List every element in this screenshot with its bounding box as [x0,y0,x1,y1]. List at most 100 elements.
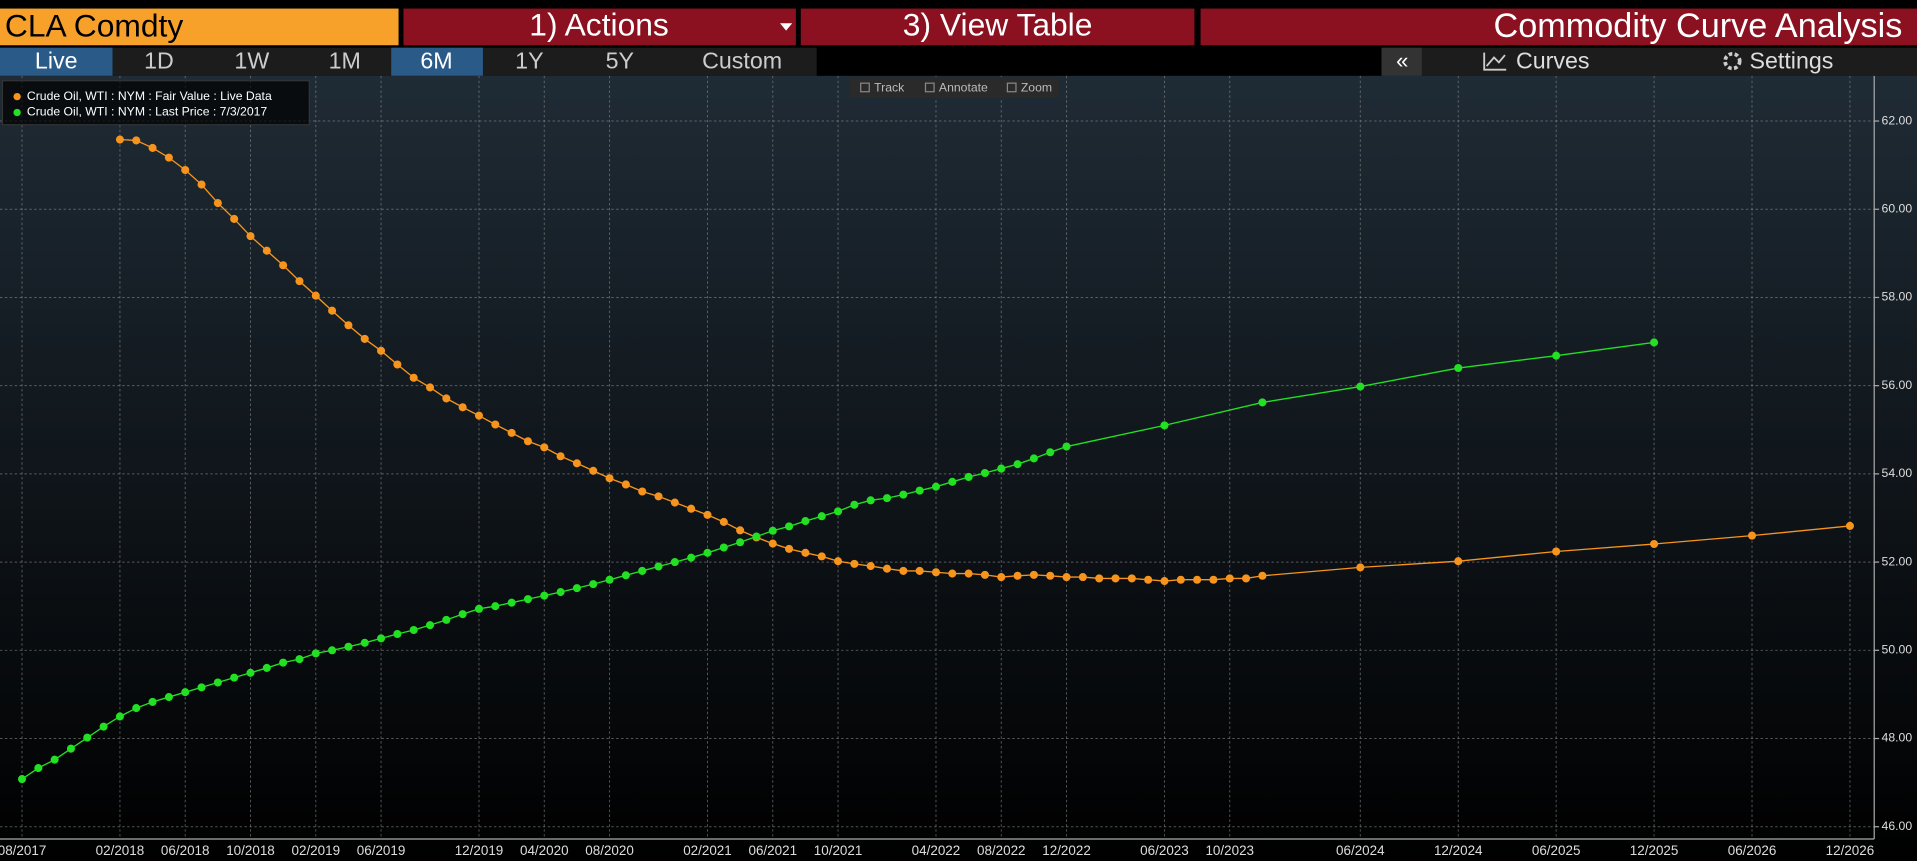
data-point [964,569,973,578]
data-point [1209,575,1218,584]
security[interactable]: CLA Comdty [5,8,183,44]
x-tick-label: 06/2019 [357,843,406,858]
grid [0,75,1875,839]
x-tick-label: 02/2021 [683,843,732,858]
period-button[interactable]: 1M [329,48,361,74]
view-table-label[interactable]: 3) View Table [903,6,1093,42]
data-point [1013,460,1022,469]
curves-icon[interactable] [1483,52,1507,71]
data-point [1258,398,1267,407]
data-point [458,403,467,412]
data-point [605,575,614,584]
collapse-button[interactable] [1381,47,1422,76]
data-point [687,504,696,513]
data-point [687,553,696,562]
data-point [148,143,157,152]
chart-tools: Track Annotate Zoom [860,80,1052,94]
data-point [1552,351,1561,360]
data-point [948,477,957,486]
tool-icon[interactable] [860,82,870,93]
actions-label[interactable]: 1) Actions [529,6,669,42]
tool-icon[interactable] [1006,82,1017,93]
data-point [311,291,320,300]
data-point [572,459,581,468]
data-point [1650,338,1659,347]
actions-button[interactable] [403,8,796,46]
x-tick-label: 06/2021 [748,843,797,858]
tool-icon[interactable] [924,82,935,93]
x-tick-label: 10/2023 [1205,843,1254,858]
y-tick-label: 62.00 [1882,113,1913,127]
x-tick-label: 06/2018 [161,843,210,858]
chart-tool[interactable]: Zoom [1021,80,1052,94]
data-point [148,697,157,706]
data-point [344,642,353,651]
period-button[interactable]: 5Y [606,48,634,74]
period-button[interactable]: Custom [702,48,782,74]
settings-icon[interactable] [1723,51,1742,71]
period-button[interactable]: Live [35,48,78,74]
period-selected[interactable] [391,47,483,76]
data-point [621,571,630,580]
data-point [540,443,549,452]
y-tick-label: 48.00 [1882,731,1913,745]
period-selected[interactable] [0,47,113,76]
data-point [785,544,794,553]
data-point [736,538,745,547]
period-button[interactable]: 6M [420,48,452,74]
data-point [899,566,908,575]
data-point [768,526,777,535]
data-point [328,646,337,655]
dropdown-arrow[interactable] [780,23,793,31]
y-tick-label: 46.00 [1882,819,1913,833]
x-tick-label: 10/2018 [226,843,275,858]
data-point [1356,563,1365,572]
data-point [409,373,418,382]
data-point [230,673,239,682]
period-button[interactable]: 1Y [515,48,543,74]
data-point [246,668,255,677]
x-tick-label: 02/2018 [96,843,145,858]
data-point [638,566,647,575]
data-point [83,733,92,742]
data-point [197,180,206,189]
data-point [213,199,222,208]
legend-label: Crude Oil, WTI : NYM : Fair Value : Live… [27,89,272,103]
data-point [311,649,320,658]
x-tick-label: 12/2022 [1042,843,1091,858]
data-point [1127,574,1136,583]
data-point [1095,574,1104,583]
data-point [164,153,173,162]
data-point [1078,573,1087,582]
data-point [507,428,516,437]
security-box[interactable] [0,8,399,46]
view-table-button[interactable] [800,8,1195,46]
data-point [980,468,989,478]
period-button[interactable]: 1D [144,48,174,74]
settings-label[interactable]: Settings [1750,48,1834,74]
collapse-label[interactable]: « [1396,48,1408,73]
data-point [393,629,402,639]
data-point [132,704,141,713]
period-button[interactable]: 1W [234,48,269,74]
curves-label[interactable]: Curves [1516,48,1590,74]
data-point [801,548,810,557]
data-point [915,486,924,495]
data-point [834,557,843,566]
data-point [980,570,989,579]
chart-tool[interactable]: Track [874,80,905,94]
data-point [50,755,59,764]
legend: Crude Oil, WTI : NYM : Fair Value : Live… [13,89,272,119]
data-point [115,135,124,144]
data-point [230,214,239,223]
data-point [997,573,1006,582]
chart-tool[interactable]: Annotate [939,80,988,94]
data-point [474,411,484,420]
data-point [474,604,484,613]
data-point [409,625,418,635]
data-point [752,532,761,541]
legend-label: Crude Oil, WTI : NYM : Last Price : 7/3/… [27,105,268,119]
data-point [197,683,206,692]
